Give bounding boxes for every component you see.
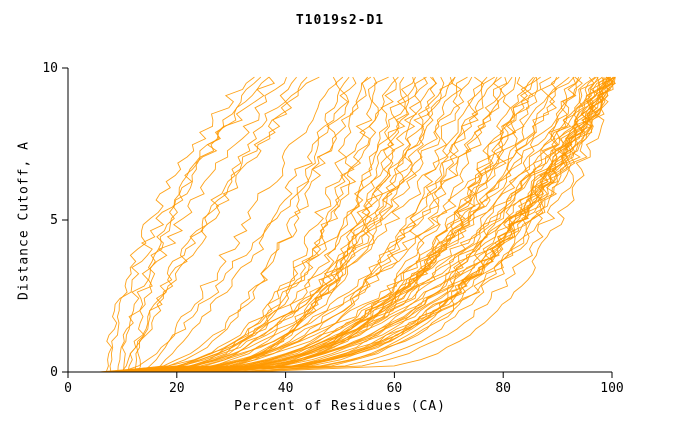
x-axis-label: Percent of Residues (CA) <box>234 399 446 414</box>
x-tick-label: 0 <box>64 381 72 396</box>
y-axis-label: Distance Cutoff, A <box>16 141 32 300</box>
x-tick-label: 40 <box>278 381 294 396</box>
y-tick-label: 5 <box>50 213 58 228</box>
chart-title: T1019s2-D1 <box>295 13 385 28</box>
x-tick-label: 80 <box>495 381 511 396</box>
y-tick-label: 10 <box>42 61 58 76</box>
y-tick-label: 0 <box>50 365 58 380</box>
x-tick-label: 60 <box>387 381 403 396</box>
x-tick-label: 20 <box>169 381 185 396</box>
x-tick-label: 100 <box>600 381 623 396</box>
